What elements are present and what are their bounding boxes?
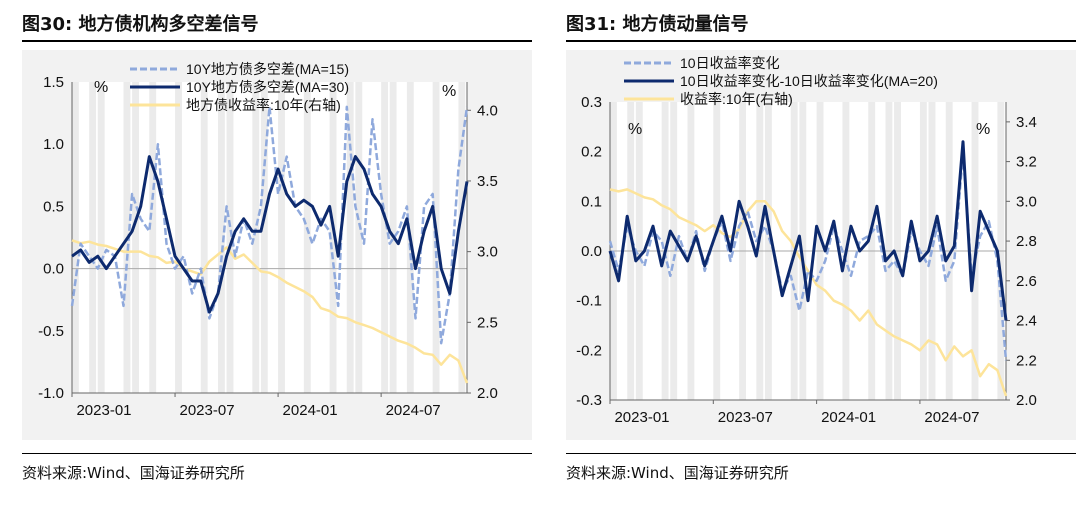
left-tick-label: 0.0	[43, 261, 64, 278]
right-tick-label: 2.5	[477, 314, 498, 331]
right-tick-label: 2.4	[1016, 313, 1037, 330]
right-figure-panel: 图31: 地方债动量信号 -0.3 -0.2 -0.1 0.0 0.1 0.2 0.3 2.0…	[566, 0, 1076, 505]
legend-label-2: 10日收益率变化-10日收益率变化(MA=20)	[680, 73, 938, 89]
right-title-rule	[566, 40, 1076, 42]
shade-band	[260, 82, 268, 393]
shade-band	[303, 82, 311, 393]
series-line-2	[608, 140, 1008, 321]
x-tick-label: 2024-07	[924, 409, 979, 426]
right-tick-label: 2.0	[1016, 392, 1037, 409]
shade-band	[132, 82, 139, 393]
shade-band	[89, 82, 97, 393]
right-source-rule	[566, 453, 1076, 454]
left-figure-title: 图30: 地方债机构多空差信号	[22, 14, 259, 35]
x-tick-label: 2024-01	[283, 402, 338, 419]
left-tick-label: 0.5	[43, 198, 64, 215]
right-source-note: 资料来源:Wind、国海证券研究所	[566, 464, 789, 482]
shade-band	[72, 82, 79, 393]
right-tick-label: 2.8	[1016, 233, 1037, 250]
legend-label-3: 地方债收益率:10年(右轴)	[186, 97, 341, 113]
left-tick-label: 0.0	[581, 243, 602, 260]
legend-label-3: 收益率:10年(右轴)	[680, 91, 793, 107]
legend-label-1: 10Y地方债多空差(MA=15)	[186, 61, 349, 77]
shade-band	[278, 82, 285, 393]
right-tick-label: 2.0	[477, 385, 498, 402]
x-tick-label: 2023-01	[76, 402, 131, 419]
shade-band	[200, 82, 208, 393]
shade-band	[381, 82, 388, 393]
right-tick-label: 3.0	[477, 244, 498, 261]
left-tick-label: 0.3	[581, 94, 602, 111]
right-unit-label: %	[976, 121, 990, 138]
series-line-3	[71, 239, 469, 384]
left-source-note: 资料来源:Wind、国海证券研究所	[22, 464, 245, 482]
series-line-2	[71, 155, 469, 314]
series-line-3	[609, 188, 1008, 397]
right-tick-label: 3.4	[1016, 114, 1037, 131]
shade-band	[458, 82, 466, 393]
shade-band	[217, 82, 225, 393]
shade-band	[355, 82, 363, 393]
shade-band	[97, 82, 105, 393]
left-chart-svg: -1.0 -0.5 0.0 0.5 1.0 1.5 2.0 2.5 3.0 3.5 4.0 2023-…	[38, 61, 498, 419]
right-tick-label: 3.5	[477, 173, 498, 190]
right-chart-area: -0.3 -0.2 -0.1 0.0 0.1 0.2 0.3 2.0 2.2 2.4 2.6 2.8 3…	[566, 50, 1076, 440]
left-tick-label: -0.5	[38, 323, 64, 340]
shade-band	[175, 82, 182, 393]
left-unit-label: %	[94, 79, 108, 96]
x-tick-label: 2023-01	[614, 409, 669, 426]
left-tick-label: -0.3	[576, 392, 602, 409]
left-tick-label: 1.5	[43, 74, 64, 91]
x-tick-label: 2023-07	[180, 402, 235, 419]
left-source-rule	[22, 453, 532, 454]
shade-band	[252, 82, 260, 393]
right-tick-label: 2.6	[1016, 273, 1037, 290]
shade-band	[346, 82, 354, 393]
legend-label-2: 10Y地方债多空差(MA=30)	[186, 79, 349, 95]
shade-band	[149, 82, 157, 393]
left-tick-label: -0.2	[576, 342, 602, 359]
right-tick-label: 3.0	[1016, 193, 1037, 210]
right-tick-label: 2.2	[1016, 352, 1037, 369]
left-tick-label: -1.0	[38, 385, 64, 402]
left-unit-label: %	[628, 121, 642, 138]
left-tick-label: 0.2	[581, 144, 602, 161]
legend-label-1: 10日收益率变化	[680, 55, 780, 71]
x-tick-label: 2024-01	[821, 409, 876, 426]
x-tick-label: 2024-07	[386, 402, 441, 419]
left-tick-label: 1.0	[43, 136, 64, 153]
series-line-1	[608, 150, 1008, 361]
left-tick-label: 0.1	[581, 193, 602, 210]
right-unit-label: %	[442, 83, 456, 100]
shade-band	[329, 82, 337, 393]
right-figure-title: 图31: 地方债动量信号	[566, 14, 749, 35]
right-tick-label: 4.0	[477, 102, 498, 119]
right-tick-label: 3.2	[1016, 154, 1037, 171]
left-title-rule	[22, 40, 532, 42]
left-tick-label: -0.1	[576, 293, 602, 310]
x-tick-label: 2023-07	[718, 409, 773, 426]
left-figure-panel: 图30: 地方债机构多空差信号 -1.0 -0.5 0.0 0.5 1.0 1.5 2.0 2…	[22, 0, 532, 505]
left-chart-area: -1.0 -0.5 0.0 0.5 1.0 1.5 2.0 2.5 3.0 3.5 4.0 2023-…	[22, 50, 532, 440]
shade-band	[226, 82, 234, 393]
right-chart-svg: -0.3 -0.2 -0.1 0.0 0.1 0.2 0.3 2.0 2.2 2.4 2.6 2.8 3…	[576, 55, 1037, 426]
